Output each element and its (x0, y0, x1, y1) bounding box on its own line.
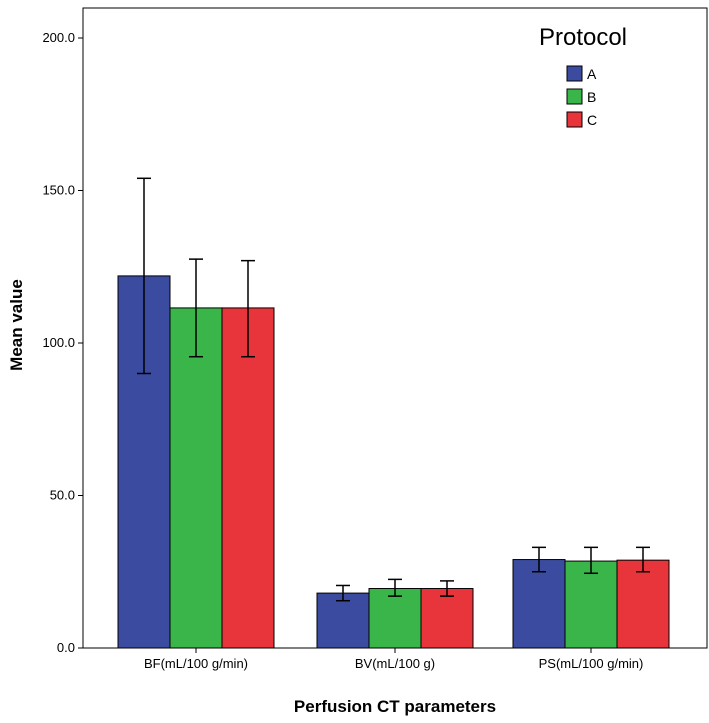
bar-c (420, 588, 474, 649)
legend-label-b: B (587, 89, 596, 105)
bar-c (616, 559, 670, 649)
x-tick-label: PS(mL/100 g/min) (539, 656, 644, 671)
axes-layer: 0.0 50.0 100.0 150.0 200.0 BF(mL/100 g/min) BV… (42, 7, 708, 671)
bar-c (221, 307, 275, 649)
legend-swatch-b (566, 88, 583, 105)
x-tick-label: BV(mL/100 g) (355, 656, 435, 671)
y-tick-label: 150.0 (42, 183, 75, 198)
error-bars-layer (137, 177, 650, 602)
bar-b (169, 307, 223, 649)
bars-layer (117, 275, 670, 649)
y-tick-label: 100.0 (42, 335, 75, 350)
y-tick-label: 0.0 (57, 640, 75, 655)
y-tick-label: 200.0 (42, 30, 75, 45)
y-tick-label: 50.0 (50, 488, 75, 503)
bar-b (368, 588, 422, 649)
bar-a (316, 592, 370, 649)
x-axis-title: Perfusion CT parameters (294, 697, 496, 716)
legend-label-c: C (587, 112, 597, 128)
x-tick-label: BF(mL/100 g/min) (144, 656, 248, 671)
y-axis-title: Mean value (7, 279, 26, 371)
legend-swatch-a (566, 65, 583, 82)
legend-title: Protocol (539, 24, 627, 51)
legend: Protocol ABC (539, 24, 627, 128)
bar-b (564, 560, 618, 649)
bar-a (512, 559, 566, 649)
legend-label-a: A (587, 66, 597, 82)
legend-swatch-c (566, 111, 583, 128)
